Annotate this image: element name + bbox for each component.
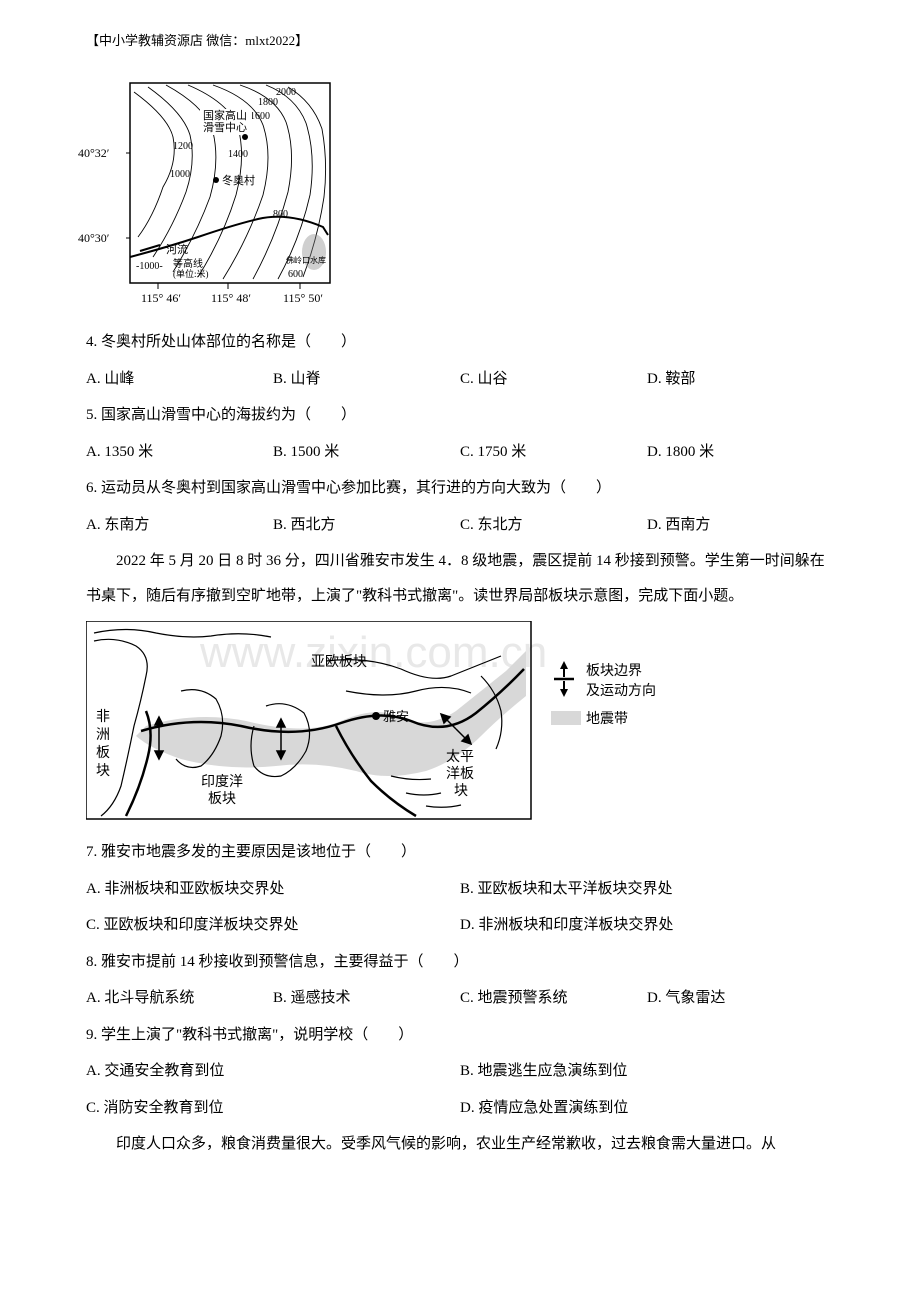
- q6-opt-d: D. 西南方: [647, 508, 834, 543]
- svg-text:滑雪中心: 滑雪中心: [203, 121, 247, 134]
- lon-label: 115° 50′: [283, 291, 323, 305]
- page-header: 【中小学教辅资源店 微信：mlxt2022】: [86, 30, 834, 49]
- svg-text:600: 600: [288, 269, 303, 280]
- svg-text:板: 板: [96, 745, 110, 761]
- svg-text:-1000-: -1000-: [136, 261, 163, 272]
- q8-opt-d: D. 气象雷达: [647, 981, 834, 1016]
- q5-opt-b: B. 1500 米: [273, 435, 460, 470]
- q8-opt-c: C. 地震预警系统: [460, 981, 647, 1016]
- legend-belt: 地震带: [586, 711, 628, 727]
- legend-river: 河流: [166, 242, 188, 256]
- svg-text:洲: 洲: [96, 728, 110, 743]
- q9-options-cd: C. 消防安全教育到位 D. 疫情应急处置演练到位: [86, 1091, 834, 1126]
- document-content: 40°32′ 40°30′ 115° 46′ 115° 48′ 115° 50′: [86, 77, 834, 1162]
- passage-2: 印度人口众多，粮食消费量很大。受季风气候的影响，农业生产经常歉收，过去粮食需大量…: [86, 1127, 834, 1162]
- plate-indian: 印度洋: [201, 774, 243, 790]
- q7-options-cd: C. 亚欧板块和印度洋板块交界处 D. 非洲板块和印度洋板块交界处: [86, 908, 834, 943]
- q8-opt-b: B. 遥感技术: [273, 981, 460, 1016]
- q7-opt-c: C. 亚欧板块和印度洋板块交界处: [86, 908, 460, 943]
- passage-1: 2022 年 5 月 20 日 8 时 36 分，四川省雅安市发生 4．8 级地…: [86, 544, 834, 613]
- legend-boundary: 板块边界: [586, 663, 642, 679]
- q4-opt-d: D. 鞍部: [647, 362, 834, 397]
- q9-options-ab: A. 交通安全教育到位 B. 地震逃生应急演练到位: [86, 1054, 834, 1089]
- question-4: 4. 冬奥村所处山体部位的名称是（ ）: [86, 325, 834, 360]
- lat-label: 40°32′: [78, 146, 110, 160]
- q7-opt-a: A. 非洲板块和亚欧板块交界处: [86, 872, 460, 907]
- topographic-map-figure: 40°32′ 40°30′ 115° 46′ 115° 48′ 115° 50′: [78, 77, 834, 307]
- q6-opt-a: A. 东南方: [86, 508, 273, 543]
- q9-opt-b: B. 地震逃生应急演练到位: [460, 1054, 834, 1089]
- svg-text:洋板: 洋板: [446, 766, 474, 782]
- q4-options: A. 山峰 B. 山脊 C. 山谷 D. 鞍部: [86, 362, 834, 397]
- q4-opt-b: B. 山脊: [273, 362, 460, 397]
- q9-opt-c: C. 消防安全教育到位: [86, 1091, 460, 1126]
- q6-opt-b: B. 西北方: [273, 508, 460, 543]
- q4-opt-a: A. 山峰: [86, 362, 273, 397]
- q7-options-ab: A. 非洲板块和亚欧板块交界处 B. 亚欧板块和太平洋板块交界处: [86, 872, 834, 907]
- svg-text:2000: 2000: [276, 87, 296, 98]
- q6-options: A. 东南方 B. 西北方 C. 东北方 D. 西南方: [86, 508, 834, 543]
- svg-text:1800: 1800: [258, 97, 278, 108]
- question-5: 5. 国家高山滑雪中心的海拔约为（ ）: [86, 398, 834, 433]
- plate-pacific: 太平: [446, 749, 474, 765]
- lon-label: 115° 46′: [141, 291, 181, 305]
- q9-opt-a: A. 交通安全教育到位: [86, 1054, 460, 1089]
- q8-options: A. 北斗导航系统 B. 遥感技术 C. 地震预警系统 D. 气象雷达: [86, 981, 834, 1016]
- reservoir-label: 佛岭口水库: [286, 255, 326, 265]
- q9-opt-d: D. 疫情应急处置演练到位: [460, 1091, 834, 1126]
- svg-text:800: 800: [273, 209, 288, 220]
- svg-text:板块: 板块: [208, 791, 236, 807]
- svg-text:1600: 1600: [250, 111, 270, 122]
- svg-text:1400: 1400: [228, 149, 248, 160]
- q5-options: A. 1350 米 B. 1500 米 C. 1750 米 D. 1800 米: [86, 435, 834, 470]
- svg-text:1000: 1000: [170, 169, 190, 180]
- svg-text:块: 块: [454, 783, 468, 799]
- question-7: 7. 雅安市地震多发的主要原因是该地位于（ ）: [86, 835, 834, 870]
- svg-text:1200: 1200: [173, 141, 193, 152]
- lat-label: 40°30′: [78, 231, 110, 245]
- ski-center-label: 国家高山: [203, 108, 247, 122]
- q5-opt-d: D. 1800 米: [647, 435, 834, 470]
- yaan-label: 雅安: [383, 709, 409, 724]
- svg-text:(单位:米): (单位:米): [173, 268, 209, 279]
- q5-opt-c: C. 1750 米: [460, 435, 647, 470]
- q4-opt-c: C. 山谷: [460, 362, 647, 397]
- svg-text:块: 块: [96, 763, 110, 779]
- plate-map-figure: 亚欧板块 非 洲 板 块 印度洋 板块 太平 洋板 块 雅安 板块边界 及运动方…: [86, 621, 834, 821]
- q6-opt-c: C. 东北方: [460, 508, 647, 543]
- plate-eurasia: 亚欧板块: [311, 654, 367, 670]
- q8-opt-a: A. 北斗导航系统: [86, 981, 273, 1016]
- q7-opt-b: B. 亚欧板块和太平洋板块交界处: [460, 872, 834, 907]
- village-label: 冬奥村: [222, 173, 255, 187]
- question-9: 9. 学生上演了"教科书式撤离"，说明学校（ ）: [86, 1018, 834, 1053]
- question-6: 6. 运动员从冬奥村到国家高山滑雪中心参加比赛，其行进的方向大致为（ ）: [86, 471, 834, 506]
- svg-text:及运动方向: 及运动方向: [586, 683, 656, 699]
- q5-opt-a: A. 1350 米: [86, 435, 273, 470]
- question-8: 8. 雅安市提前 14 秒接收到预警信息，主要得益于（ ）: [86, 945, 834, 980]
- lon-label: 115° 48′: [211, 291, 251, 305]
- plate-africa: 非: [96, 709, 110, 725]
- q7-opt-d: D. 非洲板块和印度洋板块交界处: [460, 908, 834, 943]
